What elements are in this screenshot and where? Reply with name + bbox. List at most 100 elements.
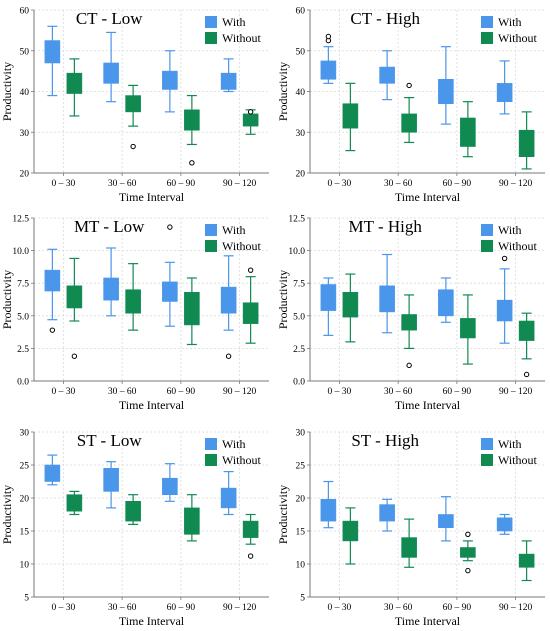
box-without-4 (518, 111, 535, 170)
x-tick-label: 30 – 60 (384, 179, 413, 189)
box-without-1 (66, 490, 83, 516)
box-with-4 (220, 58, 237, 93)
y-axis-label: Productivity (276, 485, 290, 544)
legend-label-with: With (498, 15, 522, 29)
chart-panel-2: 20 30 40 50 60 0 – 30 30 – 60 60 – 90 90 – 120 CT… (276, 7, 545, 204)
box-without-1 (66, 58, 83, 117)
chart-panel-6: 5 10 15 20 25 30 0 – 30 30 – 60 60 – 90 90 – 120 S… (276, 429, 545, 628)
box-without-4 (518, 312, 535, 378)
x-tick-label: 30 – 60 (108, 387, 137, 397)
box-without-3 (184, 277, 200, 346)
legend-swatch-without (205, 454, 217, 466)
box-with-1 (44, 25, 61, 97)
box-body (460, 117, 476, 147)
box-body (162, 281, 178, 302)
box-body (401, 113, 417, 133)
legend-label-without: Without (222, 453, 262, 467)
y-tick-label: 7.5 (293, 280, 305, 290)
legend-label-without: Without (222, 31, 262, 45)
legend-label-without: Without (498, 239, 538, 253)
box-without-4 (242, 109, 259, 135)
y-tick-label: 30 (20, 129, 30, 139)
box-body (438, 289, 454, 317)
y-tick-label: 12.5 (12, 215, 29, 225)
y-tick-label: 10 (20, 561, 30, 571)
box-with-2 (103, 247, 119, 317)
y-tick-label: 5.0 (293, 312, 305, 322)
box-body (518, 553, 535, 568)
box-without-1 (66, 257, 83, 359)
x-tick-label: 60 – 90 (443, 387, 472, 397)
y-tick-label: 15 (20, 528, 30, 538)
box-without-3 (184, 94, 200, 166)
box-without-2 (401, 294, 417, 369)
box-body (242, 113, 259, 127)
legend-swatch-with (205, 438, 217, 450)
y-tick-label: 25 (20, 462, 30, 472)
box-with-1 (44, 248, 61, 333)
y-tick-label: 15 (296, 528, 306, 538)
y-tick-label: 20 (20, 495, 30, 505)
legend-label-with: With (222, 437, 246, 451)
box-without-1 (342, 273, 359, 343)
x-axis-label: Time Interval (119, 190, 185, 204)
box-without-4 (242, 513, 259, 559)
box-body (242, 520, 259, 538)
box-with-2 (379, 50, 395, 101)
box-body (44, 40, 61, 64)
y-axis-label: Productivity (276, 270, 290, 329)
box-body (379, 66, 395, 84)
box-body (66, 72, 83, 94)
y-tick-label: 60 (296, 7, 306, 17)
outlier-point (167, 224, 173, 230)
box-body (44, 464, 61, 482)
legend-label-without: Without (498, 31, 538, 45)
box-body (518, 129, 535, 157)
box-body (184, 292, 200, 326)
chart-panel-4: 0.0 2.5 5.0 7.5 10.0 12.5 0 – 30 30 – 60 60 – 90… (276, 215, 545, 412)
legend-swatch-with (205, 224, 217, 236)
x-tick-label: 0 – 30 (52, 387, 76, 397)
box-without-3 (460, 531, 476, 574)
x-tick-label: 60 – 90 (167, 179, 196, 189)
box-body (379, 504, 395, 522)
box-with-3 (162, 224, 178, 327)
x-tick-label: 30 – 60 (384, 387, 413, 397)
box-with-2 (103, 461, 119, 509)
box-body (496, 517, 513, 532)
box-body (438, 78, 454, 105)
y-tick-label: 7.5 (17, 280, 29, 290)
y-tick-label: 30 (296, 129, 306, 139)
chart-title: CT - Low (76, 9, 143, 28)
box-body (496, 299, 513, 322)
outlier-point (406, 82, 412, 89)
outlier-point (465, 567, 471, 574)
y-tick-label: 20 (296, 495, 306, 505)
x-tick-label: 60 – 90 (167, 387, 196, 397)
box-body (320, 499, 337, 522)
box-body (103, 62, 119, 84)
box-body (184, 109, 200, 131)
x-tick-label: 0 – 30 (328, 603, 352, 613)
legend-swatch-without (205, 240, 217, 252)
outlier-point (406, 362, 412, 369)
legend-swatch-with (205, 16, 217, 28)
box-body (184, 507, 200, 535)
box-body (162, 70, 178, 90)
x-tick-label: 90 – 120 (223, 179, 257, 189)
y-tick-label: 20 (296, 170, 306, 180)
x-tick-label: 90 – 120 (499, 603, 533, 613)
box-with-1 (320, 277, 337, 336)
legend-swatch-without (481, 454, 493, 466)
box-body (379, 285, 395, 313)
box-without-4 (242, 267, 259, 344)
box-body (103, 467, 119, 492)
chart-title: ST - Low (77, 431, 143, 450)
y-tick-label: 0.0 (17, 378, 29, 388)
y-tick-label: 10.0 (12, 247, 29, 257)
box-body (125, 95, 141, 113)
box-with-4 (220, 255, 237, 359)
box-without-1 (342, 82, 359, 152)
x-tick-label: 60 – 90 (167, 603, 196, 613)
